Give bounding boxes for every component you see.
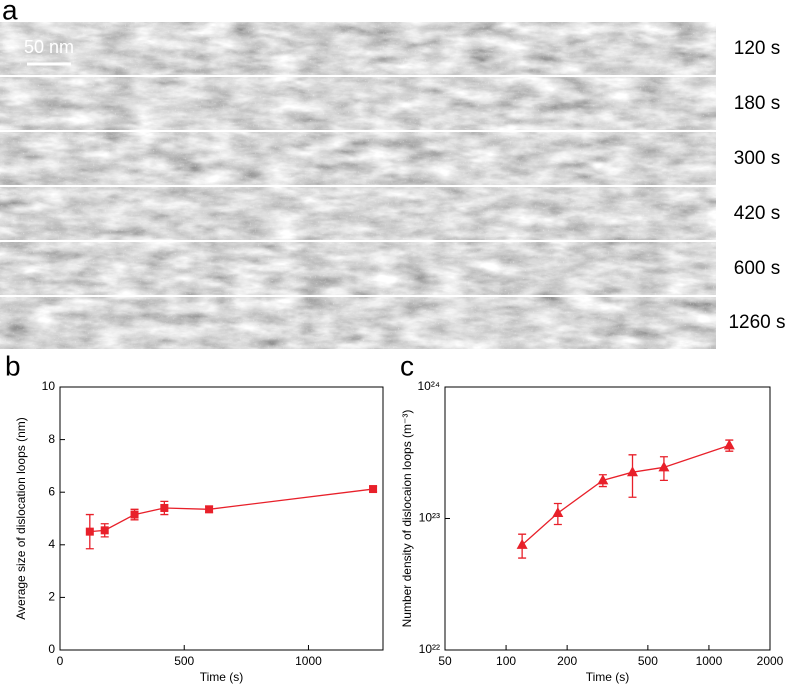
y-tick-label: 10²² <box>419 642 440 656</box>
y-tick-label: 8 <box>48 432 55 446</box>
y-tick-label: 6 <box>48 484 55 498</box>
x-tick-label: 500 <box>638 654 658 668</box>
x-tick-label: 1000 <box>295 654 322 668</box>
x-tick-label: 1000 <box>696 654 723 668</box>
y-tick-label: 10²³ <box>419 511 440 525</box>
marker <box>205 505 214 514</box>
marker <box>160 503 169 512</box>
y-tick-label: 10 <box>42 379 56 393</box>
marker <box>100 526 109 535</box>
x-axis-label: Time (s) <box>200 670 244 684</box>
x-tick-label: 200 <box>557 654 577 668</box>
time-label: 120 s <box>734 38 780 59</box>
micrograph: 50 nm <box>0 22 716 349</box>
y-tick-label: 2 <box>48 590 55 604</box>
scale-bar-label: 50 nm <box>24 37 74 57</box>
x-tick-label: 500 <box>174 654 194 668</box>
time-label: 420 s <box>734 203 780 224</box>
time-label: 1260 s <box>728 312 785 333</box>
marker <box>516 538 528 549</box>
marker <box>658 461 670 472</box>
x-tick-label: 2000 <box>757 654 784 668</box>
marker <box>85 527 94 536</box>
x-axis-label: Time (s) <box>586 670 630 684</box>
x-tick-label: 100 <box>496 654 516 668</box>
marker <box>369 485 378 494</box>
y-axis-label: Number density of dislocaion loops (m⁻³) <box>400 410 414 628</box>
time-label: 300 s <box>734 148 780 169</box>
x-tick-label: 0 <box>57 654 64 668</box>
plot-frame <box>59 386 384 651</box>
marker <box>130 510 139 519</box>
time-label: 180 s <box>734 93 780 114</box>
panel-label: c <box>400 350 414 381</box>
plot-frame <box>444 386 771 651</box>
y-tick-label: 10²⁴ <box>418 379 441 393</box>
marker <box>723 439 735 450</box>
y-tick-label: 0 <box>48 642 55 656</box>
data-line <box>89 488 374 533</box>
y-axis-label: Average size of dislocation loops (nm) <box>14 417 28 620</box>
x-tick-label: 50 <box>438 654 452 668</box>
strip-separators <box>0 75 716 297</box>
data-line <box>521 444 730 546</box>
panel-label: a <box>2 0 18 25</box>
marker <box>627 466 639 477</box>
time-label: 600 s <box>734 258 780 279</box>
marker <box>552 507 564 518</box>
marker <box>597 474 609 485</box>
panel-label: b <box>5 350 21 381</box>
y-tick-label: 4 <box>48 537 55 551</box>
